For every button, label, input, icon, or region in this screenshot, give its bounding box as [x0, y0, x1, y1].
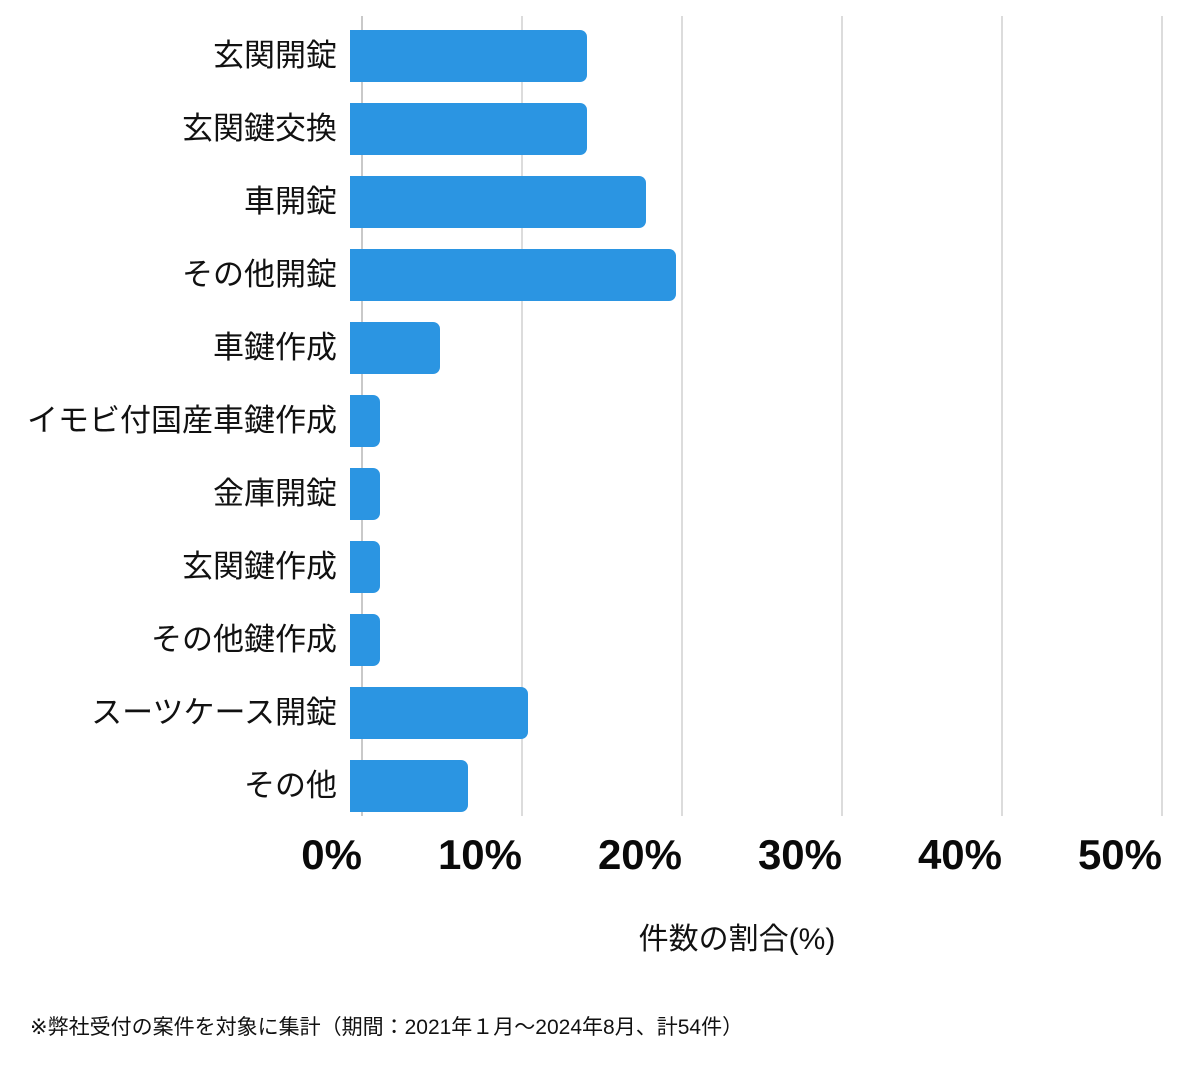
bar-track: [350, 29, 1150, 82]
x-tick-label: 50%: [1077, 831, 1162, 878]
gridline: [681, 16, 683, 816]
chart-row: その他鍵作成: [0, 603, 1162, 676]
category-label: 車開錠: [244, 184, 337, 219]
gridline: [1161, 16, 1163, 816]
chart-row: 玄関鍵作成: [0, 530, 1162, 603]
category-label: 玄関鍵交換: [182, 111, 337, 146]
bar: [350, 540, 381, 593]
bar: [350, 29, 587, 82]
chart-row: その他開錠: [0, 238, 1162, 311]
category-label: 玄関開錠: [213, 38, 337, 73]
bar-track: [350, 248, 1150, 301]
chart-row: 玄関鍵交換: [0, 92, 1162, 165]
category-label: 車鍵作成: [213, 330, 337, 365]
chart-row: 車開錠: [0, 165, 1162, 238]
bar: [350, 321, 440, 374]
chart-row: 金庫開錠: [0, 457, 1162, 530]
bar: [350, 102, 587, 155]
bar-track: [350, 394, 1150, 447]
bar-track: [350, 102, 1150, 155]
bar: [350, 394, 381, 447]
bar: [350, 248, 677, 301]
chart-row: 玄関開錠: [0, 19, 1162, 92]
chart-row: その他: [0, 749, 1162, 822]
x-tick-label: 30%: [757, 831, 842, 878]
bar: [350, 613, 381, 666]
x-axis-ticks: 0% 10% 20% 30% 40% 50%: [301, 831, 1162, 882]
chart-row: 車鍵作成: [0, 311, 1162, 384]
x-tick-label: 20%: [597, 831, 682, 878]
footnote: ※弊社受付の案件を対象に集計（期間：2021年１月～2024年8月、計54件）: [30, 1016, 744, 1039]
chart-row: イモビ付国産車鍵作成: [0, 384, 1162, 457]
bar: [350, 467, 381, 520]
bar-track: [350, 175, 1150, 228]
bar: [350, 759, 469, 812]
bar-track: [350, 540, 1150, 593]
x-tick-label: 10%: [437, 831, 522, 878]
category-label: 玄関鍵作成: [182, 549, 337, 584]
bar-track: [350, 321, 1150, 374]
category-label: スーツケース開錠: [91, 695, 337, 730]
category-label: その他開錠: [182, 257, 337, 292]
gridline: [841, 16, 843, 816]
bar-track: [350, 467, 1150, 520]
bar-track: [350, 759, 1150, 812]
gridline: [1001, 16, 1003, 816]
gridline: [521, 16, 523, 816]
category-label: イモビ付国産車鍵作成: [27, 403, 337, 438]
category-label: その他: [244, 768, 337, 803]
bar-track: [350, 613, 1150, 666]
chart-row: スーツケース開錠: [0, 676, 1162, 749]
bar: [350, 686, 528, 739]
bar: [350, 175, 646, 228]
chart-rows: 玄関開錠玄関鍵交換車開錠その他開錠車鍵作成イモビ付国産車鍵作成金庫開錠玄関鍵作成…: [0, 19, 1162, 822]
x-tick-label: 40%: [917, 831, 1002, 878]
category-label: その他鍵作成: [151, 622, 337, 657]
bar-track: [350, 686, 1150, 739]
category-label: 金庫開錠: [213, 476, 337, 511]
x-tick-label: 0%: [301, 831, 362, 878]
x-axis-title: 件数の割合(%): [638, 923, 836, 956]
